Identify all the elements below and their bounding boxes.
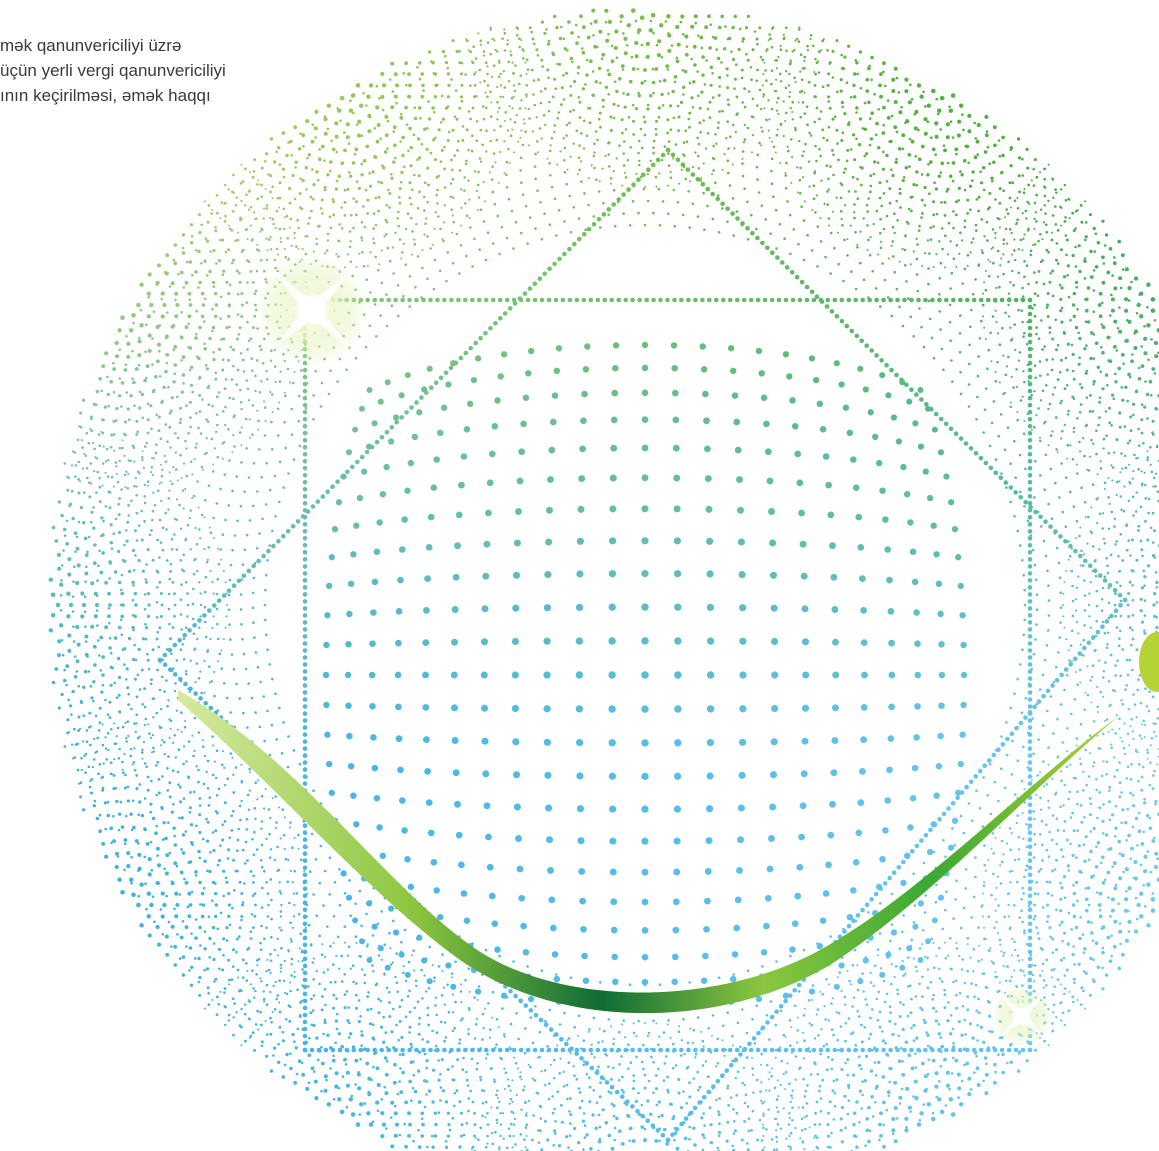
lime-dot-marker (1139, 632, 1159, 692)
sparkle-icon (257, 255, 367, 365)
text-line-1: mək qanunvericiliyi üzrə (0, 36, 182, 55)
text-line-3: ının keçirilməsi, əmək haqqı (0, 86, 211, 105)
swoosh-ribbon (178, 690, 1120, 1014)
text-line-2: üçün yerli vergi qanunvericiliyi (0, 61, 226, 80)
sparkle-icon (992, 986, 1052, 1046)
outer-dot-field (48, 8, 1159, 1151)
paragraph-fragment: mək qanunvericiliyi üzrə üçün yerli verg… (0, 33, 226, 108)
